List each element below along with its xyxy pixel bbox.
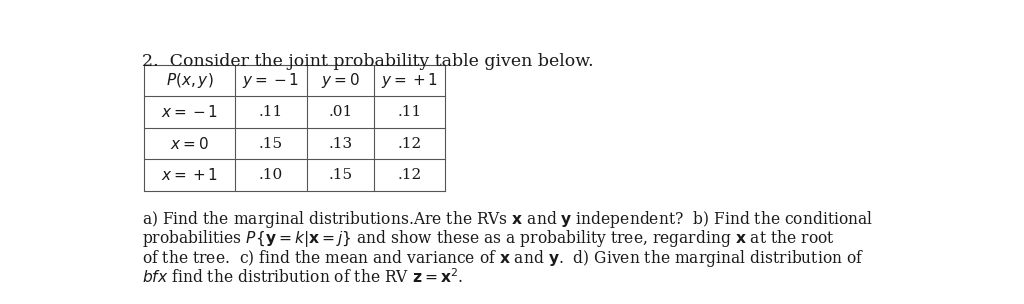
Text: .11: .11 — [259, 105, 283, 119]
Text: $bfx$ find the distribution of the RV $\mathbf{z} = \mathbf{x}^2$.: $bfx$ find the distribution of the RV $\… — [142, 268, 464, 287]
Text: $x=0$: $x=0$ — [170, 136, 209, 152]
Text: $x=-1$: $x=-1$ — [161, 104, 218, 120]
Text: a) Find the marginal distributions.Are the RVs $\mathbf{x}$ and $\mathbf{y}$ ind: a) Find the marginal distributions.Are t… — [142, 209, 873, 230]
Text: .12: .12 — [397, 136, 422, 150]
Text: $y=0$: $y=0$ — [321, 71, 359, 90]
Text: .15: .15 — [259, 136, 283, 150]
Text: probabilities $P\{\mathbf{y} = k|\mathbf{x} = j\}$ and show these as a probabili: probabilities $P\{\mathbf{y} = k|\mathbf… — [142, 228, 835, 249]
Text: $P(x,y)$: $P(x,y)$ — [166, 71, 213, 90]
Text: .15: .15 — [329, 168, 352, 182]
Text: $x=+1$: $x=+1$ — [161, 167, 218, 183]
Text: of the tree.  c) find the mean and variance of $\mathbf{x}$ and $\mathbf{y}$.  d: of the tree. c) find the mean and varian… — [142, 248, 864, 269]
Text: .10: .10 — [259, 168, 283, 182]
Text: 2.  Consider the joint probability table given below.: 2. Consider the joint probability table … — [142, 53, 594, 70]
Text: $y=+1$: $y=+1$ — [381, 71, 438, 90]
Text: .13: .13 — [329, 136, 352, 150]
Text: $y=-1$: $y=-1$ — [243, 71, 299, 90]
Text: .12: .12 — [397, 168, 422, 182]
Text: .11: .11 — [397, 105, 422, 119]
Text: .01: .01 — [328, 105, 352, 119]
